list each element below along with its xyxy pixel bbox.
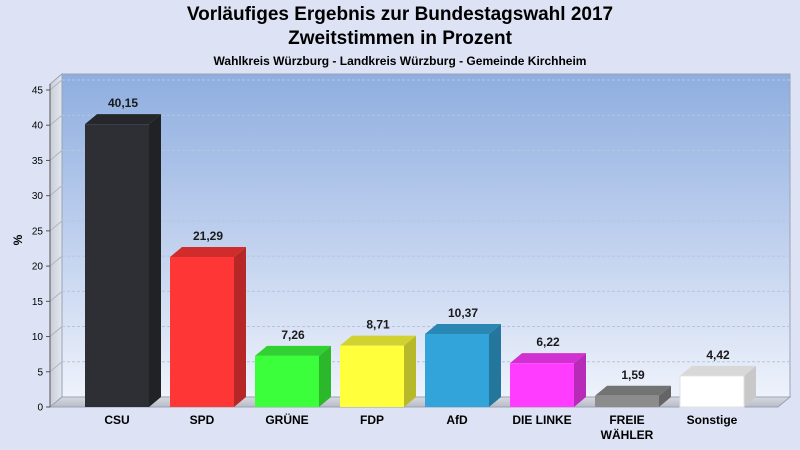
x-tick-label: SPD	[190, 413, 215, 427]
bar-top	[425, 323, 501, 334]
x-tick-label: WÄHLER	[601, 427, 654, 442]
bar: 4,42	[679, 348, 756, 408]
gridline-side	[49, 326, 63, 337]
x-tick-label: FREIE	[609, 413, 644, 427]
y-tick-label: 25	[32, 226, 44, 237]
gridline-side	[49, 114, 63, 126]
bar-side	[234, 247, 246, 407]
data-label: 40,15	[108, 96, 138, 110]
gridline-side	[49, 150, 63, 161]
data-label: 7,26	[281, 328, 305, 342]
data-label: 8,71	[366, 318, 390, 332]
data-label: 6,22	[536, 335, 560, 349]
y-tick-label: 30	[32, 191, 44, 202]
x-tick-label: FDP	[360, 413, 384, 427]
bar-side	[319, 345, 331, 407]
bar-front	[170, 257, 234, 407]
bar: 6,22	[510, 335, 586, 407]
bar-side	[404, 335, 416, 407]
y-tick-label: 0	[37, 403, 43, 414]
bar-front	[85, 124, 149, 407]
bar-front	[340, 345, 404, 407]
bar-top	[85, 114, 161, 125]
bar-side	[489, 323, 501, 407]
gridline-side	[49, 290, 63, 302]
bar-top	[340, 335, 416, 346]
bar-front	[510, 363, 574, 407]
bar-top	[255, 345, 331, 356]
gridline-side	[49, 255, 63, 267]
data-label: 1,59	[621, 368, 645, 382]
y-tick-label: 40	[32, 121, 44, 132]
y-tick-label: 5	[37, 367, 43, 378]
chart-title: Vorläufiges Ergebnis zur Bundestagswahl …	[186, 4, 614, 25]
y-tick-label: 45	[32, 86, 44, 97]
bar: 40,15	[85, 96, 161, 407]
bar: 1,59	[595, 368, 671, 407]
y-axis-title: %	[11, 234, 25, 245]
bar-side	[149, 114, 161, 407]
y-tick-label: 15	[32, 297, 44, 308]
y-tick-label: 10	[32, 332, 44, 343]
bar-top	[510, 353, 586, 364]
y-axis: 0 5 10 15 20 25 30 35 40 45	[32, 84, 51, 414]
x-tick-label: DIE LINKE	[512, 413, 571, 427]
y-tick-label: 20	[32, 262, 44, 273]
x-tick-label: Sonstige	[687, 413, 738, 427]
bar-side	[659, 385, 671, 407]
chart-subtitle: Zweitstimmen in Prozent	[288, 28, 512, 49]
bar-side	[574, 353, 586, 407]
bar: 7,26	[255, 328, 331, 407]
bar-front	[595, 395, 659, 407]
bar: 21,29	[170, 229, 246, 407]
x-tick-label: AfD	[446, 413, 468, 427]
chart-subtitle-region: Wahlkreis Würzburg - Landkreis Würzburg …	[213, 54, 587, 68]
x-tick-label: CSU	[104, 413, 129, 427]
bar-side	[744, 365, 756, 407]
bar-top	[595, 385, 671, 396]
bars: 40,15 21,29 7,26 8,71 10,37 6,22 1,59 4,42	[85, 96, 756, 408]
bar-top	[680, 365, 756, 376]
data-label: 21,29	[193, 229, 223, 243]
bar-top	[170, 247, 246, 258]
gridline-side	[49, 361, 63, 373]
gridline-side	[49, 185, 63, 197]
floor	[48, 396, 792, 408]
bar: 8,71	[340, 318, 416, 407]
bar-front	[425, 333, 489, 407]
data-label: 4,42	[706, 348, 730, 362]
y-tick-label: 35	[32, 156, 44, 167]
gridline-side	[49, 220, 63, 232]
bar-front	[255, 355, 319, 407]
x-tick-label: GRÜNE	[265, 412, 308, 427]
bar-front	[679, 375, 745, 408]
gridline-side	[49, 79, 63, 91]
bar: 10,37	[425, 306, 501, 407]
data-label: 10,37	[448, 306, 478, 320]
